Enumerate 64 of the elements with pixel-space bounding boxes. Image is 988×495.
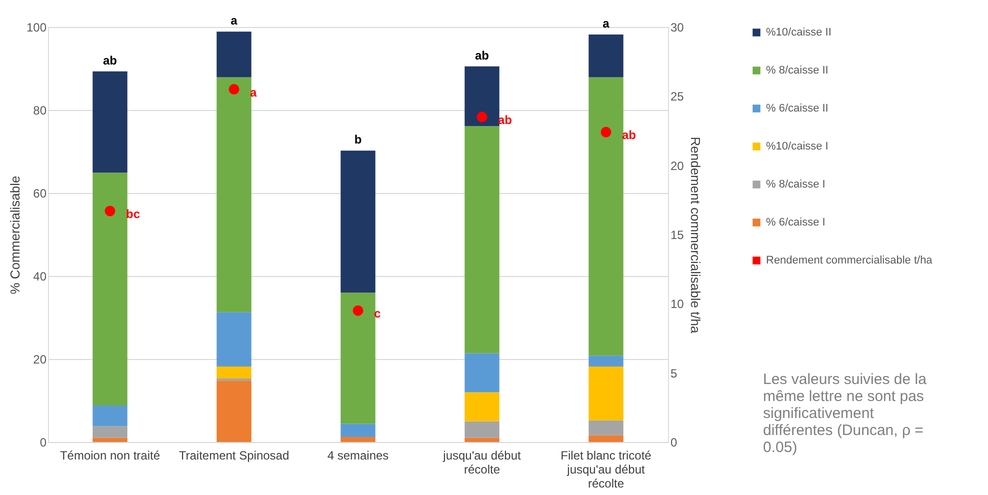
bar: [464, 66, 500, 126]
annotation: a: [230, 14, 238, 28]
y-tick-label: 100: [26, 20, 47, 34]
point: [600, 126, 612, 138]
bar: [588, 356, 624, 366]
bar: [340, 150, 376, 293]
bar: [340, 424, 376, 438]
point: [104, 206, 116, 216]
bar: [92, 438, 128, 442]
legend-label: % 8/caisse I: [766, 178, 826, 190]
bar: [340, 437, 376, 442]
annotation: ab: [474, 48, 490, 62]
bar: [588, 77, 624, 356]
bar: [216, 366, 252, 379]
y2-tick-label: 20: [670, 158, 684, 173]
bar: [92, 426, 128, 438]
y-tick-label: 40: [33, 270, 47, 284]
bar: [464, 392, 500, 422]
y2-tick-label: 25: [670, 90, 684, 104]
bar: [464, 438, 500, 442]
x-tick-label: Filet blanc tricoté jusqu'au début récolte: [560, 448, 652, 490]
point: [352, 305, 364, 316]
y-tick-label: 60: [33, 186, 47, 200]
bar: [92, 71, 128, 173]
bar: [92, 172, 128, 406]
bar: [216, 380, 252, 442]
point: [476, 112, 488, 122]
bar: [216, 32, 252, 78]
legend-label: Rendement commercialisable t/ha: [766, 254, 934, 266]
legend-label: %10/caisse I: [766, 140, 828, 152]
bar: [588, 366, 624, 420]
legend-label: % 8/caisse II: [766, 64, 828, 76]
x-tick-label: jusqu'au début récolte: [442, 448, 522, 476]
y2-tick-label: 10: [670, 297, 684, 312]
legend-label: % 6/caisse II: [766, 102, 828, 114]
y2-axis-title: Rendement commercialisable t/ha: [688, 136, 703, 334]
legend-label: %10/caisse II: [766, 26, 832, 38]
text: Les valeurs suivies de la même lettre ne sont pas significativement différentes (Duncan, ρ = 0.05): [763, 371, 928, 456]
annotation: ab: [102, 53, 118, 68]
y2-tick-label: 5: [670, 366, 678, 380]
annotation: a: [602, 16, 610, 30]
x-tick-label: Traitement Spinosad: [178, 448, 290, 462]
bar: [340, 292, 376, 424]
bar: [92, 405, 128, 426]
bar: [216, 312, 252, 366]
y2-tick-label: 30: [670, 20, 684, 34]
bar: [464, 421, 500, 438]
bar: [216, 77, 252, 312]
bar: [464, 126, 500, 354]
bar: [588, 420, 624, 436]
y-tick-label: 20: [33, 352, 47, 366]
bar: [464, 353, 500, 392]
point: [228, 84, 240, 94]
bar: [588, 34, 624, 78]
bar: [588, 435, 624, 442]
y2-tick-label: 0: [670, 436, 678, 450]
x-tick-label: 4 semaines: [327, 448, 389, 462]
y2-tick-label: 15: [670, 228, 684, 242]
x-tick-label: Témoion non traité: [60, 448, 160, 462]
y-tick-label: 0: [40, 436, 47, 450]
annotation: b: [354, 132, 362, 147]
y-tick-label: 80: [33, 104, 47, 118]
legend-label: % 6/caisse I: [766, 216, 826, 228]
y-axis-title: % Commercialisable: [7, 176, 22, 294]
